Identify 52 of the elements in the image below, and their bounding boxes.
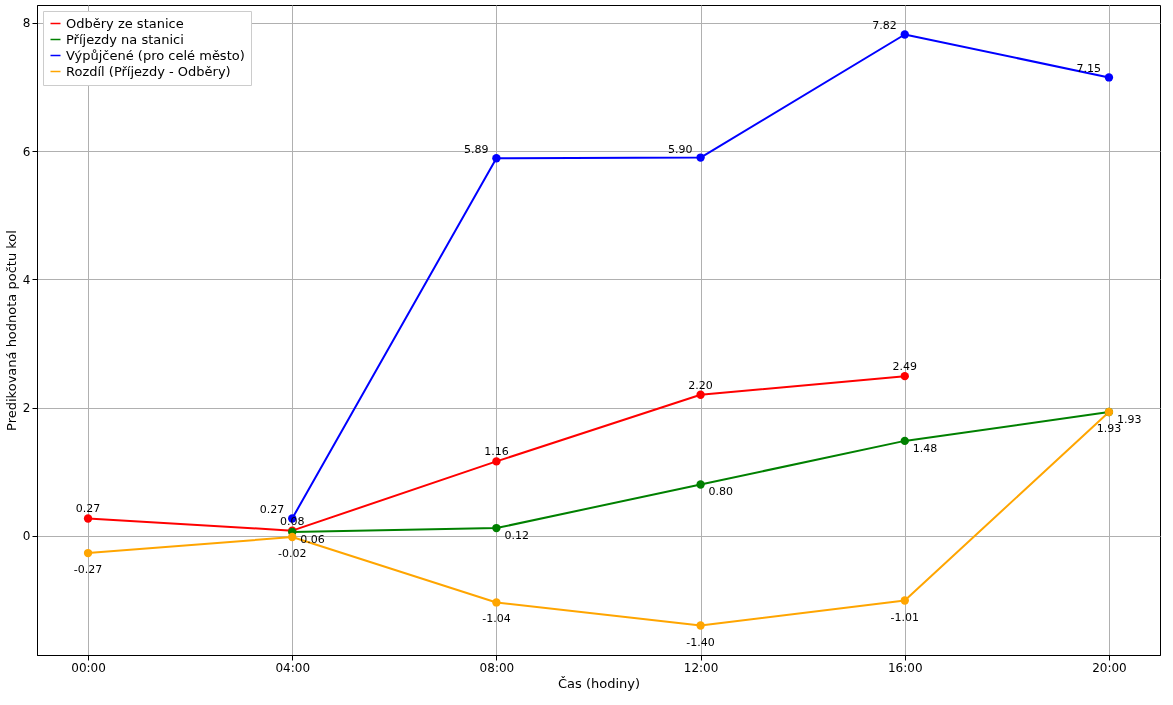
y-tick-label: 2 <box>22 401 31 416</box>
x-tick-label: 00:00 <box>71 660 106 675</box>
data-label: 5.90 <box>668 142 693 156</box>
legend-label: Odběry ze stanice <box>66 15 184 31</box>
point <box>492 154 501 163</box>
point <box>900 436 909 446</box>
data-label: 2.49 <box>892 360 918 374</box>
x-tick-label: 20:00 <box>1092 660 1127 675</box>
data-label: -1.40 <box>686 635 715 649</box>
data-label: 0.27 <box>259 503 285 517</box>
point <box>900 596 909 605</box>
legend-label: Rozdíl (Příjezdy - Odběry) <box>66 63 231 79</box>
point <box>288 532 297 542</box>
point <box>492 598 501 607</box>
point <box>492 457 501 466</box>
point <box>83 548 93 558</box>
y-tick-label: 8 <box>22 16 31 31</box>
data-label: 0.80 <box>708 485 734 499</box>
x-tick-label: 12:00 <box>683 660 719 675</box>
x-axis-title: Čas (hodiny) <box>557 675 641 691</box>
legend-label: Výpůjčené (pro celé město) <box>66 47 245 63</box>
point <box>900 30 909 39</box>
data-label: 0.06 <box>300 532 325 546</box>
point <box>83 514 93 523</box>
y-tick-label: 4 <box>22 272 31 287</box>
point <box>696 390 705 399</box>
point <box>696 480 705 489</box>
data-label: 0.08 <box>279 514 305 528</box>
y-tick-label: 0 <box>22 529 31 544</box>
data-label: 7.82 <box>872 19 897 33</box>
data-label: 1.16 <box>484 445 509 459</box>
y-tick-label: 6 <box>22 144 31 159</box>
point <box>492 523 501 533</box>
legend-label: Příjezdy na stanici <box>66 31 184 47</box>
data-label: -1.01 <box>890 610 920 624</box>
x-tick-label: 16:00 <box>887 660 923 675</box>
point <box>900 371 909 381</box>
data-label: 2.20 <box>688 378 713 392</box>
point <box>1104 73 1114 82</box>
data-label: -0.02 <box>277 547 307 561</box>
x-tick-label: 08:00 <box>479 660 515 675</box>
data-label: -0.27 <box>73 563 103 577</box>
x-tick-label: 04:00 <box>275 660 311 675</box>
data-label: -1.04 <box>482 612 511 626</box>
y-axis-title: Predikovaná hodnota počtu kol <box>3 230 19 431</box>
point <box>696 621 705 630</box>
data-label: 7.15 <box>1076 62 1101 76</box>
data-label: 0.27 <box>75 502 101 516</box>
data-label: 1.48 <box>912 441 938 455</box>
data-label: 5.89 <box>463 143 489 157</box>
data-label: 0.12 <box>504 529 529 543</box>
point <box>696 153 705 162</box>
